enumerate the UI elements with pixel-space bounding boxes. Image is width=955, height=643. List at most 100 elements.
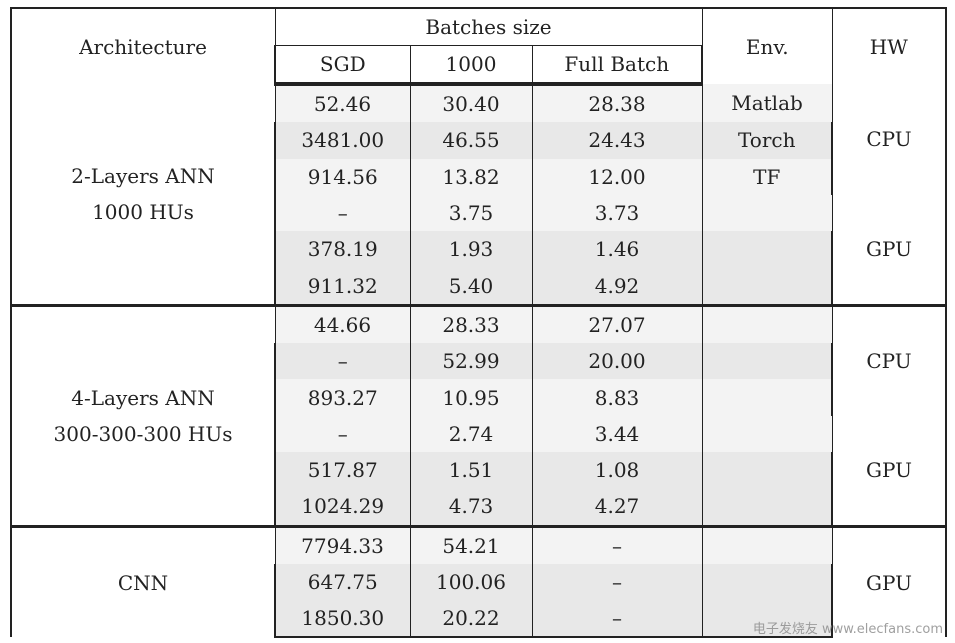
header-architecture: Architecture xyxy=(10,7,275,84)
architecture-cell: 2-Layers ANN 1000 HUs xyxy=(10,84,275,306)
table-row: 378.19 1.93 1.46 xyxy=(11,231,946,268)
sgd-value: 893.27 xyxy=(274,379,410,416)
full-batch-value: 8.83 xyxy=(531,379,703,416)
table-row: – 2.74 3.44 GPU xyxy=(11,415,948,527)
table-row: 914.56 13.82 12.00 TF xyxy=(11,158,946,195)
full-batch-value: – xyxy=(531,563,703,601)
env-value xyxy=(701,194,833,232)
b1000-value: 5.40 xyxy=(409,267,532,306)
full-batch-value: 20.00 xyxy=(531,343,703,380)
architecture-name: CNN xyxy=(117,570,169,595)
b1000-value: 30.40 xyxy=(409,84,532,123)
table-row: 4-Layers ANN 300-300-300 HUs 44.66 28.33… xyxy=(10,303,948,527)
full-batch-value: 1.08 xyxy=(531,451,703,489)
b1000-value: 46.55 xyxy=(409,122,532,159)
full-batch-value: 3.73 xyxy=(531,194,703,232)
group-4-layers-ann: 4-Layers ANN 300-300-300 HUs 44.66 28.33… xyxy=(10,303,948,527)
env-value xyxy=(701,303,833,344)
header-env: Env. xyxy=(701,7,833,84)
sgd-value: 1024.29 xyxy=(274,488,410,527)
table-row: 517.87 1.51 1.08 xyxy=(11,451,946,489)
sgd-value: 7794.33 xyxy=(274,524,410,564)
full-batch-value: 1.46 xyxy=(531,231,703,268)
sgd-value: 3481.00 xyxy=(274,122,410,159)
b1000-value: 13.82 xyxy=(409,158,532,195)
architecture-detail: 1000 HUs xyxy=(92,199,194,224)
table-row: 893.27 10.95 8.83 xyxy=(11,379,946,416)
hw-cpu: CPU xyxy=(831,84,948,195)
watermark: 电子发烧友 www.elecfans.com xyxy=(752,622,943,637)
b1000-value: 3.75 xyxy=(409,194,532,232)
hw-gpu: GPU xyxy=(831,415,948,527)
b1000-value: 52.99 xyxy=(409,343,532,380)
env-value xyxy=(701,524,833,564)
table-row: 1850.30 20.22 – xyxy=(11,600,946,639)
header-batches-size: Batches size xyxy=(274,7,703,46)
b1000-value: 1.93 xyxy=(409,231,532,268)
header-full-batch: Full Batch xyxy=(531,45,704,86)
env-value: Matlab xyxy=(701,84,833,123)
table-row: 911.32 5.40 4.92 xyxy=(11,267,946,306)
sgd-value: 914.56 xyxy=(274,158,410,195)
full-batch-value: 4.92 xyxy=(531,267,703,306)
sgd-value: 1850.30 xyxy=(274,600,410,639)
sgd-value: 911.32 xyxy=(274,267,410,306)
hw-gpu: GPU xyxy=(831,524,948,638)
table-row: 3481.00 46.55 24.43 Torch xyxy=(11,122,946,159)
env-value xyxy=(701,600,834,639)
sgd-value: 44.66 xyxy=(274,303,410,344)
table-row: – 3.75 3.73 GPU xyxy=(11,194,948,306)
full-batch-value: 28.38 xyxy=(531,84,703,123)
table-row: 647.75 100.06 – xyxy=(11,563,946,601)
table-row: – 52.99 20.00 xyxy=(11,343,946,380)
sgd-value: 517.87 xyxy=(274,451,410,489)
group-cnn: CNN 7794.33 54.21 – GPU 647.75 100.06 – … xyxy=(10,524,948,639)
b1000-value: 20.22 xyxy=(409,600,532,639)
full-batch-value: 12.00 xyxy=(531,158,703,195)
architecture-name: 2-Layers ANN xyxy=(71,163,215,188)
env-value: TF xyxy=(701,158,834,195)
env-value xyxy=(701,415,833,452)
env-value xyxy=(701,343,834,380)
full-batch-value: 24.43 xyxy=(531,122,703,159)
architecture-name: 4-Layers ANN xyxy=(71,385,215,410)
full-batch-value: 3.44 xyxy=(531,415,703,452)
table-row: 1024.29 4.73 4.27 xyxy=(11,488,946,527)
sgd-value: – xyxy=(274,194,410,232)
b1000-value: 2.74 xyxy=(409,415,532,452)
table-row: CNN 7794.33 54.21 – GPU xyxy=(10,524,948,638)
env-value xyxy=(701,451,834,489)
sgd-value: 378.19 xyxy=(274,231,410,268)
b1000-value: 54.21 xyxy=(409,524,532,564)
env-value xyxy=(701,379,834,416)
full-batch-value: – xyxy=(531,600,703,639)
env-value xyxy=(701,488,834,527)
sgd-value: – xyxy=(274,343,410,380)
b1000-value: 4.73 xyxy=(409,488,532,527)
env-value xyxy=(701,267,834,306)
full-batch-value: – xyxy=(531,524,703,564)
architecture-cell: CNN xyxy=(10,524,275,638)
group-2-layers-ann: 2-Layers ANN 1000 HUs 52.46 30.40 28.38 … xyxy=(10,84,948,306)
sgd-value: 52.46 xyxy=(274,84,410,123)
b1000-value: 28.33 xyxy=(409,303,532,344)
full-batch-value: 27.07 xyxy=(531,303,703,344)
b1000-value: 10.95 xyxy=(409,379,532,416)
sgd-value: – xyxy=(274,415,410,452)
header-1000: 1000 xyxy=(409,45,532,86)
b1000-value: 100.06 xyxy=(409,563,532,601)
sgd-value: 647.75 xyxy=(274,563,410,601)
env-value xyxy=(701,563,834,601)
hw-gpu: GPU xyxy=(831,194,948,306)
table-row: 2-Layers ANN 1000 HUs 52.46 30.40 28.38 … xyxy=(10,84,948,306)
hw-cpu: CPU xyxy=(831,303,948,416)
env-value xyxy=(701,231,834,268)
b1000-value: 1.51 xyxy=(409,451,532,489)
env-value: Torch xyxy=(701,122,834,159)
header-hw: HW xyxy=(831,7,948,84)
full-batch-value: 4.27 xyxy=(531,488,703,527)
architecture-detail: 300-300-300 HUs xyxy=(53,421,233,446)
benchmark-table: Architecture Batches size Env. HW SGD 10… xyxy=(10,7,948,639)
header-sgd: SGD xyxy=(274,45,410,86)
architecture-cell: 4-Layers ANN 300-300-300 HUs xyxy=(10,303,275,527)
